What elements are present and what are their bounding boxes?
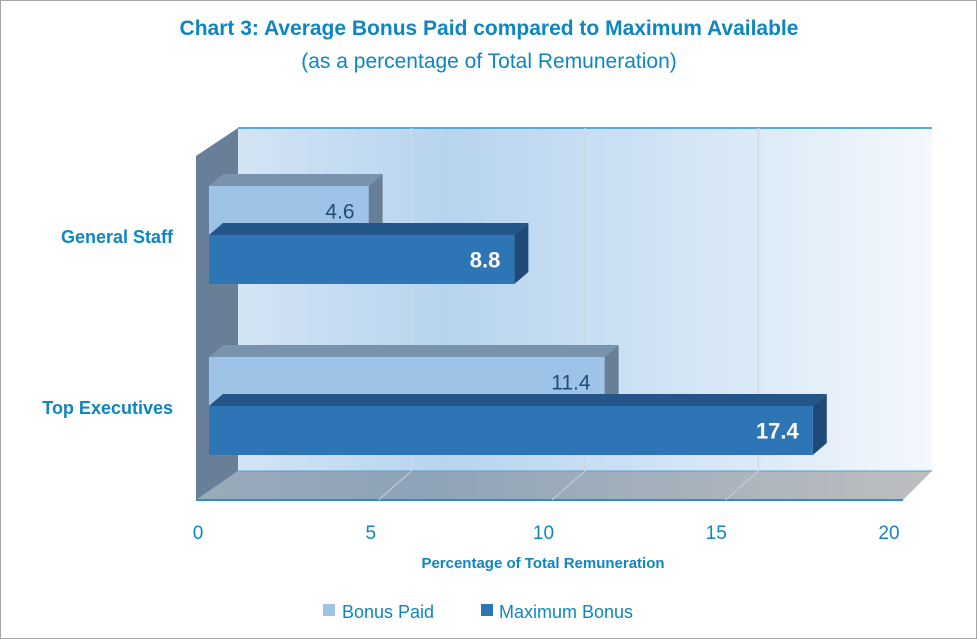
bar-top-face [209,223,529,235]
chart-title: Chart 3: Average Bonus Paid compared to … [180,17,799,40]
x-tick-label: 15 [706,523,727,544]
chart-subtitle: (as a percentage of Total Remuneration) [301,50,677,73]
x-axis-label: Percentage of Total Remuneration [421,555,664,572]
legend: Bonus Paid Maximum Bonus [323,602,633,622]
bar-maximum-bonus [209,235,515,284]
data-label: 11.4 [551,372,591,395]
bar-top-face [209,345,619,357]
floor-gridline [725,470,759,501]
floor [196,471,932,500]
bar-top-face [209,394,827,406]
legend-label-bonus-paid: Bonus Paid [342,602,434,622]
bar-side-face [514,223,529,284]
category-label: Top Executives [42,398,173,418]
x-tick-label: 20 [878,523,899,544]
floor-gridline [551,470,586,501]
bar-maximum-bonus [209,406,813,455]
legend-label-maximum-bonus: Maximum Bonus [499,602,633,622]
data-label: 17.4 [756,419,800,444]
x-tick-label: 5 [365,523,376,544]
data-label: 8.8 [470,248,501,273]
legend-swatch-maximum-bonus [481,604,493,616]
bar-side-face [812,394,827,455]
bar-side-face [368,174,383,235]
legend-swatch-bonus-paid [323,604,335,616]
x-tick-label: 10 [533,523,554,544]
data-label: 4.6 [325,201,354,224]
x-tick-label: 0 [193,523,204,544]
category-label: General Staff [61,227,174,247]
bar-top-face [209,174,383,186]
bar-side-face [604,345,619,406]
floor-gridline [378,470,412,501]
